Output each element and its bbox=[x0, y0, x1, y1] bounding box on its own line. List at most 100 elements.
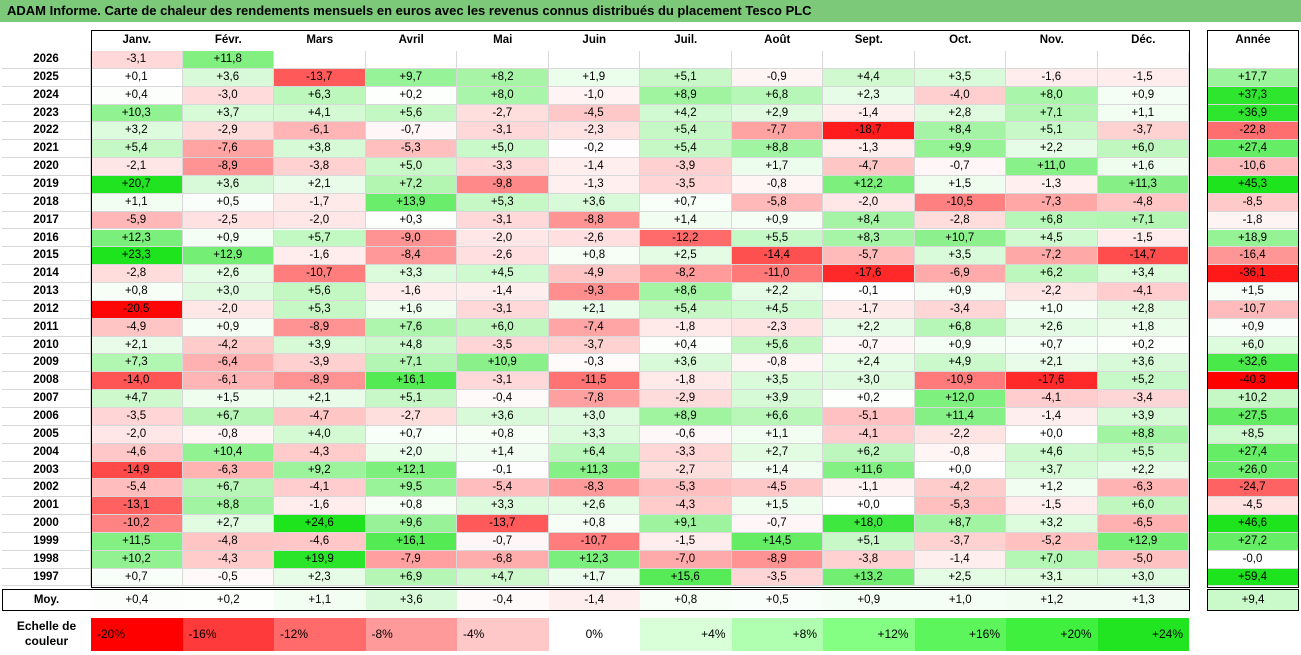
heatmap-cell: +0,9 bbox=[182, 318, 274, 337]
month-header: Avril bbox=[398, 34, 424, 46]
heatmap-cell: +3,1 bbox=[1006, 568, 1098, 587]
legend-swatch: +20% bbox=[1006, 618, 1098, 651]
heatmap-cell: -3,7 bbox=[914, 532, 1006, 551]
year-header: Année bbox=[1235, 34, 1271, 46]
heatmap-cell: +3,6 bbox=[457, 408, 549, 426]
average-cell: -1,4 bbox=[548, 590, 640, 610]
heatmap-cell: -0,4 bbox=[457, 390, 549, 408]
heatmap-cell: -1,1 bbox=[823, 479, 915, 498]
heatmap-cell: -4,1 bbox=[1097, 283, 1189, 301]
heatmap-cell: -4,8 bbox=[1097, 193, 1189, 212]
heatmap-cell: +18,0 bbox=[823, 515, 915, 533]
heatmap-cell: +7,6 bbox=[365, 318, 457, 337]
heatmap-cell: +6,6 bbox=[731, 408, 823, 426]
annual-cell: +27,4 bbox=[1207, 140, 1299, 159]
heatmap-cell: -3,8 bbox=[823, 550, 915, 569]
heatmap-cell: -3,0 bbox=[182, 86, 274, 105]
heatmap-cell: +4,7 bbox=[457, 568, 549, 587]
heatmap-cell: -1,4 bbox=[457, 283, 549, 301]
heatmap-cell: +2,6 bbox=[182, 265, 274, 284]
heatmap-cell: -5,3 bbox=[640, 479, 732, 498]
month-header: Déc. bbox=[1131, 34, 1156, 46]
heatmap-cell: +15,6 bbox=[640, 568, 732, 587]
heatmap-cell: +4,5 bbox=[457, 265, 549, 284]
annual-cell: +17,7 bbox=[1207, 68, 1299, 87]
heatmap-cell: +10,9 bbox=[457, 354, 549, 373]
heatmap-cell: +1,5 bbox=[914, 175, 1006, 194]
heatmap-cell: -1,4 bbox=[823, 104, 915, 123]
heatmap-cell: -14,9 bbox=[91, 461, 183, 480]
heatmap-cell: +1,0 bbox=[1006, 300, 1098, 319]
heatmap-cell: -9,3 bbox=[548, 283, 640, 301]
heatmap-cell: -6,1 bbox=[274, 122, 366, 141]
heatmap-cell bbox=[457, 51, 549, 69]
heatmap-cell: +3,5 bbox=[914, 68, 1006, 87]
heatmap-cell: +7,1 bbox=[1006, 104, 1098, 123]
heatmap-cell: -7,4 bbox=[548, 318, 640, 337]
heatmap-cell: +3,9 bbox=[1097, 408, 1189, 426]
year-label: 2025 bbox=[2, 68, 91, 87]
year-label: 2008 bbox=[2, 372, 91, 391]
heatmap-cell: +8,8 bbox=[182, 497, 274, 516]
heatmap-cell: +5,6 bbox=[274, 283, 366, 301]
heatmap-cell: -2,0 bbox=[91, 425, 183, 444]
heatmap-cell: +16,1 bbox=[365, 532, 457, 551]
heatmap-cell: -4,1 bbox=[823, 425, 915, 444]
annual-cell: +27,2 bbox=[1207, 532, 1299, 551]
heatmap-cell: -4,2 bbox=[914, 479, 1006, 498]
heatmap-cell: +2,7 bbox=[731, 443, 823, 462]
average-cell: -0,4 bbox=[457, 590, 549, 610]
heatmap-cell: +11,0 bbox=[1006, 158, 1098, 176]
heatmap-cell: -1,3 bbox=[548, 175, 640, 194]
average-label: Moy. bbox=[33, 594, 60, 606]
heatmap-cell bbox=[640, 51, 732, 69]
heatmap-cell: -14,7 bbox=[1097, 247, 1189, 266]
average-cell: +0,5 bbox=[731, 590, 823, 610]
average-cell: +1,0 bbox=[914, 590, 1006, 610]
heatmap-cell: +9,5 bbox=[365, 479, 457, 498]
heatmap-cell: +6,0 bbox=[457, 318, 549, 337]
heatmap-cell: +8,6 bbox=[640, 283, 732, 301]
legend-swatch: +16% bbox=[914, 618, 1006, 651]
month-header: Août bbox=[764, 34, 791, 46]
heatmap-cell: -2,6 bbox=[548, 229, 640, 248]
heatmap-cell: +9,6 bbox=[365, 515, 457, 533]
heatmap-cell: -0,8 bbox=[731, 175, 823, 194]
heatmap-cell: +6,7 bbox=[182, 408, 274, 426]
heatmap-cell: -2,3 bbox=[731, 318, 823, 337]
heatmap-cell: +0,9 bbox=[1097, 86, 1189, 105]
average-cell: +0,9 bbox=[823, 590, 915, 610]
heatmap-cell: +2,2 bbox=[731, 283, 823, 301]
heatmap-cell: +8,9 bbox=[640, 408, 732, 426]
heatmap-cell: +2,8 bbox=[914, 104, 1006, 123]
heatmap-cell: +7,0 bbox=[1006, 550, 1098, 569]
annual-cell: -4,5 bbox=[1207, 497, 1299, 516]
year-label: 2024 bbox=[2, 86, 91, 105]
heatmap-cell: +1,8 bbox=[1097, 318, 1189, 337]
heatmap-cell: +4,5 bbox=[1006, 229, 1098, 248]
heatmap-cell: -4,1 bbox=[274, 479, 366, 498]
month-header: Nov. bbox=[1039, 34, 1064, 46]
year-label: 2020 bbox=[2, 158, 91, 176]
year-label: 2019 bbox=[2, 175, 91, 194]
heatmap-cell: +3,6 bbox=[182, 175, 274, 194]
heatmap-cell: -2,7 bbox=[365, 408, 457, 426]
heatmap-cell: -0,8 bbox=[914, 443, 1006, 462]
legend-swatch: +8% bbox=[731, 618, 823, 651]
heatmap-cell: +7,3 bbox=[91, 354, 183, 373]
heatmap-cell: +8,8 bbox=[731, 140, 823, 159]
heatmap-cell: -2,2 bbox=[1006, 283, 1098, 301]
heatmap-cell: +2,6 bbox=[548, 497, 640, 516]
annual-cell bbox=[1207, 51, 1299, 69]
legend-swatch: -20% bbox=[91, 618, 183, 651]
heatmap-cell: +4,7 bbox=[91, 390, 183, 408]
heatmap-cell: -12,2 bbox=[640, 229, 732, 248]
annual-cell: -40,3 bbox=[1207, 372, 1299, 391]
heatmap-cell: +0,2 bbox=[823, 390, 915, 408]
heatmap-cell: +0,7 bbox=[1006, 336, 1098, 355]
annual-cell: +10,2 bbox=[1207, 390, 1299, 408]
heatmap-cell: -1,7 bbox=[823, 300, 915, 319]
heatmap-cell: -2,0 bbox=[823, 193, 915, 212]
heatmap-cell: +16,1 bbox=[365, 372, 457, 391]
year-label: 1999 bbox=[2, 532, 91, 551]
